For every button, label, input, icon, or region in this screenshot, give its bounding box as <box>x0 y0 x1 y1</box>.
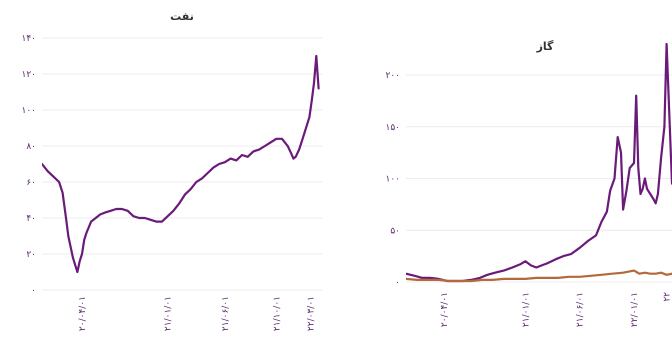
y-tick-label: ۰ <box>31 286 36 296</box>
y-tick-label: ۲۰ <box>26 250 36 260</box>
chart-2: گاز ۰ ۵۰ ۱۰۰ ۱۵۰ ۲۰۰ ۲۰/۰۴/۰۱ ۲۱/۰۱/۰۱ ۲۱/۰۶/۰۱ ۲… <box>385 40 672 327</box>
x-tick-label: ۲۱/۰۶/۰۱ <box>576 292 586 327</box>
series-line-2 <box>406 269 672 283</box>
y-tick-label: ۱۰۰ <box>385 175 400 185</box>
x-tick-label: ۲۱/۱۰/۰۱ <box>272 296 282 331</box>
x-tick-label: ۲۰/۰۴/۰۱ <box>78 296 88 331</box>
series-line-1 <box>406 42 672 283</box>
y-tick-label: ۲۰۰ <box>385 71 400 81</box>
x-tick-label: ۲۱/۰۶/۰۱ <box>221 296 231 331</box>
y-tick-label: ۱۰۰ <box>21 106 36 116</box>
y-tick-label: ۱۲۰ <box>21 70 36 80</box>
y-tick-label: ۰ <box>395 278 400 288</box>
x-tick-label: ۲۱/۰۱/۰۱ <box>521 292 531 327</box>
y-tick-label: ۵۰ <box>390 226 400 236</box>
x-tick-label: ۲۲/۰۳/۰۱ <box>307 296 317 331</box>
x-tick-label: ۲۰/۰۴/۰۱ <box>440 292 450 327</box>
x-tick-label: ۲۲/۰۱/۰۱ <box>630 292 640 327</box>
chart-1: نفت ۰ ۲۰ ۴۰ ۶۰ ۸۰ ۱۰۰ ۱۲۰ ۱۴۰ ۲۰/۰۴/۰۱ ۲۱/۰۱/۰۱ ۲۱/… <box>21 10 322 331</box>
chart-title: گاز <box>536 40 554 53</box>
series-line-1 <box>42 54 320 274</box>
y-tick-label: ۸۰ <box>26 142 36 152</box>
x-tick-label: ۲۲ <box>663 292 672 302</box>
y-tick-label: ۶۰ <box>26 178 36 188</box>
chart-title: نفت <box>170 10 194 23</box>
y-tick-label: ۱۵۰ <box>385 123 400 133</box>
y-tick-label: ۱۴۰ <box>21 34 36 44</box>
y-tick-label: ۴۰ <box>26 214 36 224</box>
x-tick-label: ۲۱/۰۱/۰۱ <box>164 296 174 331</box>
